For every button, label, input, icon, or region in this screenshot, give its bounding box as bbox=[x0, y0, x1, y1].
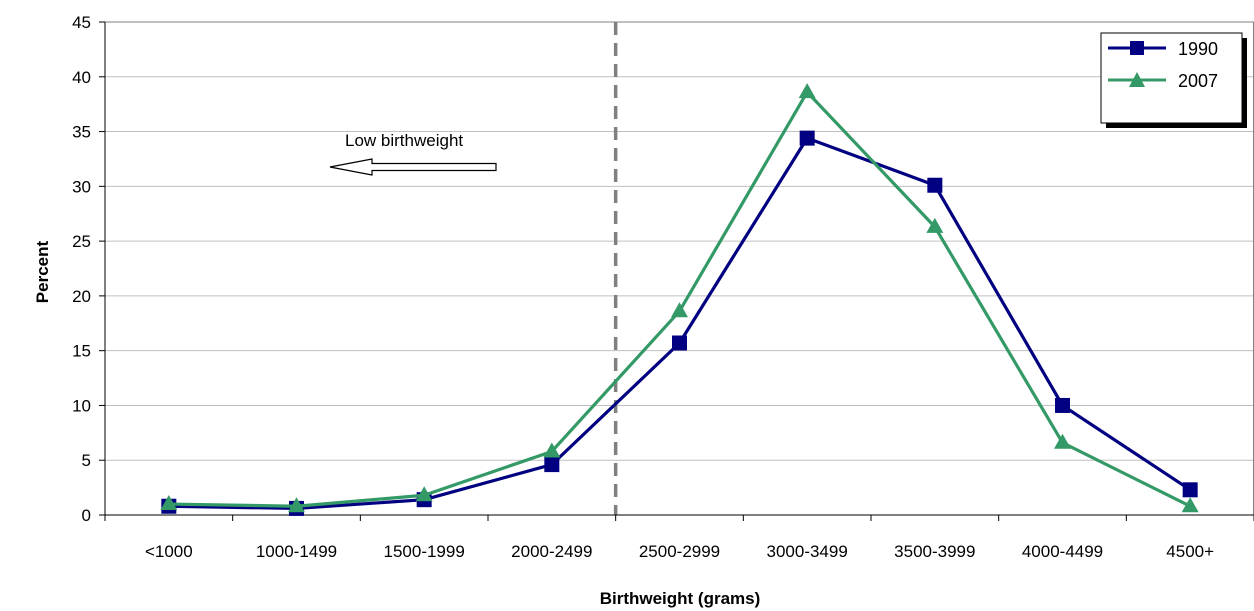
low-birthweight-label: Low birthweight bbox=[345, 131, 463, 150]
x-tick-labels: <1000 1000-1499 1500-1999 2000-2499 2500-299… bbox=[145, 542, 1214, 561]
x-tick-label-6: 3500-3999 bbox=[894, 542, 975, 561]
x-tick-label-7: 4000-4499 bbox=[1022, 542, 1103, 561]
series-1990 bbox=[161, 130, 1198, 516]
legend-label-1990: 1990 bbox=[1178, 39, 1218, 59]
y-tick-label-30: 30 bbox=[72, 177, 91, 196]
legend-label-2007: 2007 bbox=[1178, 71, 1218, 91]
point-2007-8 bbox=[1181, 497, 1199, 513]
y-tick-label-25: 25 bbox=[72, 232, 91, 251]
series-line-2007 bbox=[168, 90, 1191, 508]
gridlines bbox=[105, 21, 1254, 461]
x-tick-label-0: <1000 bbox=[145, 542, 193, 561]
left-arrow-icon bbox=[329, 158, 497, 176]
legend-triangle-marker-icon bbox=[1129, 72, 1145, 87]
axes bbox=[99, 21, 1254, 521]
point-2007-4 bbox=[671, 302, 688, 318]
low-birthweight-annotation: Low birthweight bbox=[329, 131, 497, 176]
x-tick-label-2: 1500-1999 bbox=[384, 542, 465, 561]
series-2007 bbox=[160, 83, 1199, 513]
legend-entry-2007: 2007 bbox=[1108, 71, 1218, 91]
y-tick-label-20: 20 bbox=[72, 287, 91, 306]
y-tick-label-35: 35 bbox=[72, 123, 91, 142]
point-2007-5 bbox=[798, 83, 816, 99]
legend-square-marker-icon bbox=[1130, 41, 1144, 55]
legend: 1990 2007 bbox=[1100, 32, 1247, 128]
y-tick-label-10: 10 bbox=[72, 396, 91, 415]
legend-entry-1990: 1990 bbox=[1108, 39, 1218, 59]
point-2007-0 bbox=[160, 495, 178, 511]
x-tick-label-5: 3000-3499 bbox=[767, 542, 848, 561]
x-tick-label-3: 2000-2499 bbox=[511, 542, 592, 561]
y-tick-label-15: 15 bbox=[72, 342, 91, 361]
point-2007-6 bbox=[926, 217, 944, 233]
y-tick-label-0: 0 bbox=[82, 506, 91, 525]
point-2007-3 bbox=[543, 442, 561, 458]
point-1990-3 bbox=[544, 457, 560, 473]
x-tick-label-8: 4500+ bbox=[1166, 542, 1214, 561]
y-tick-label-5: 5 bbox=[82, 451, 91, 470]
y-tick-label-45: 45 bbox=[72, 13, 91, 32]
series-line-1990 bbox=[168, 136, 1192, 511]
y-tick-label-40: 40 bbox=[72, 68, 91, 87]
point-1990-6 bbox=[927, 177, 943, 193]
x-tick-label-4: 2500-2999 bbox=[639, 542, 720, 561]
y-tick-labels: 0 5 10 15 20 25 30 35 40 45 bbox=[72, 13, 91, 525]
point-1990-5 bbox=[799, 130, 815, 146]
point-2007-7 bbox=[1054, 433, 1071, 449]
y-axis-title: Percent bbox=[33, 240, 52, 303]
point-2007-1 bbox=[288, 497, 305, 513]
series bbox=[160, 83, 1199, 516]
point-2007-2 bbox=[415, 486, 433, 502]
point-1990-8 bbox=[1182, 482, 1198, 498]
x-axis-title: Birthweight (grams) bbox=[600, 589, 761, 608]
point-1990-7 bbox=[1055, 397, 1070, 413]
x-tick-label-1: 1000-1499 bbox=[256, 542, 337, 561]
point-1990-4 bbox=[672, 335, 687, 351]
